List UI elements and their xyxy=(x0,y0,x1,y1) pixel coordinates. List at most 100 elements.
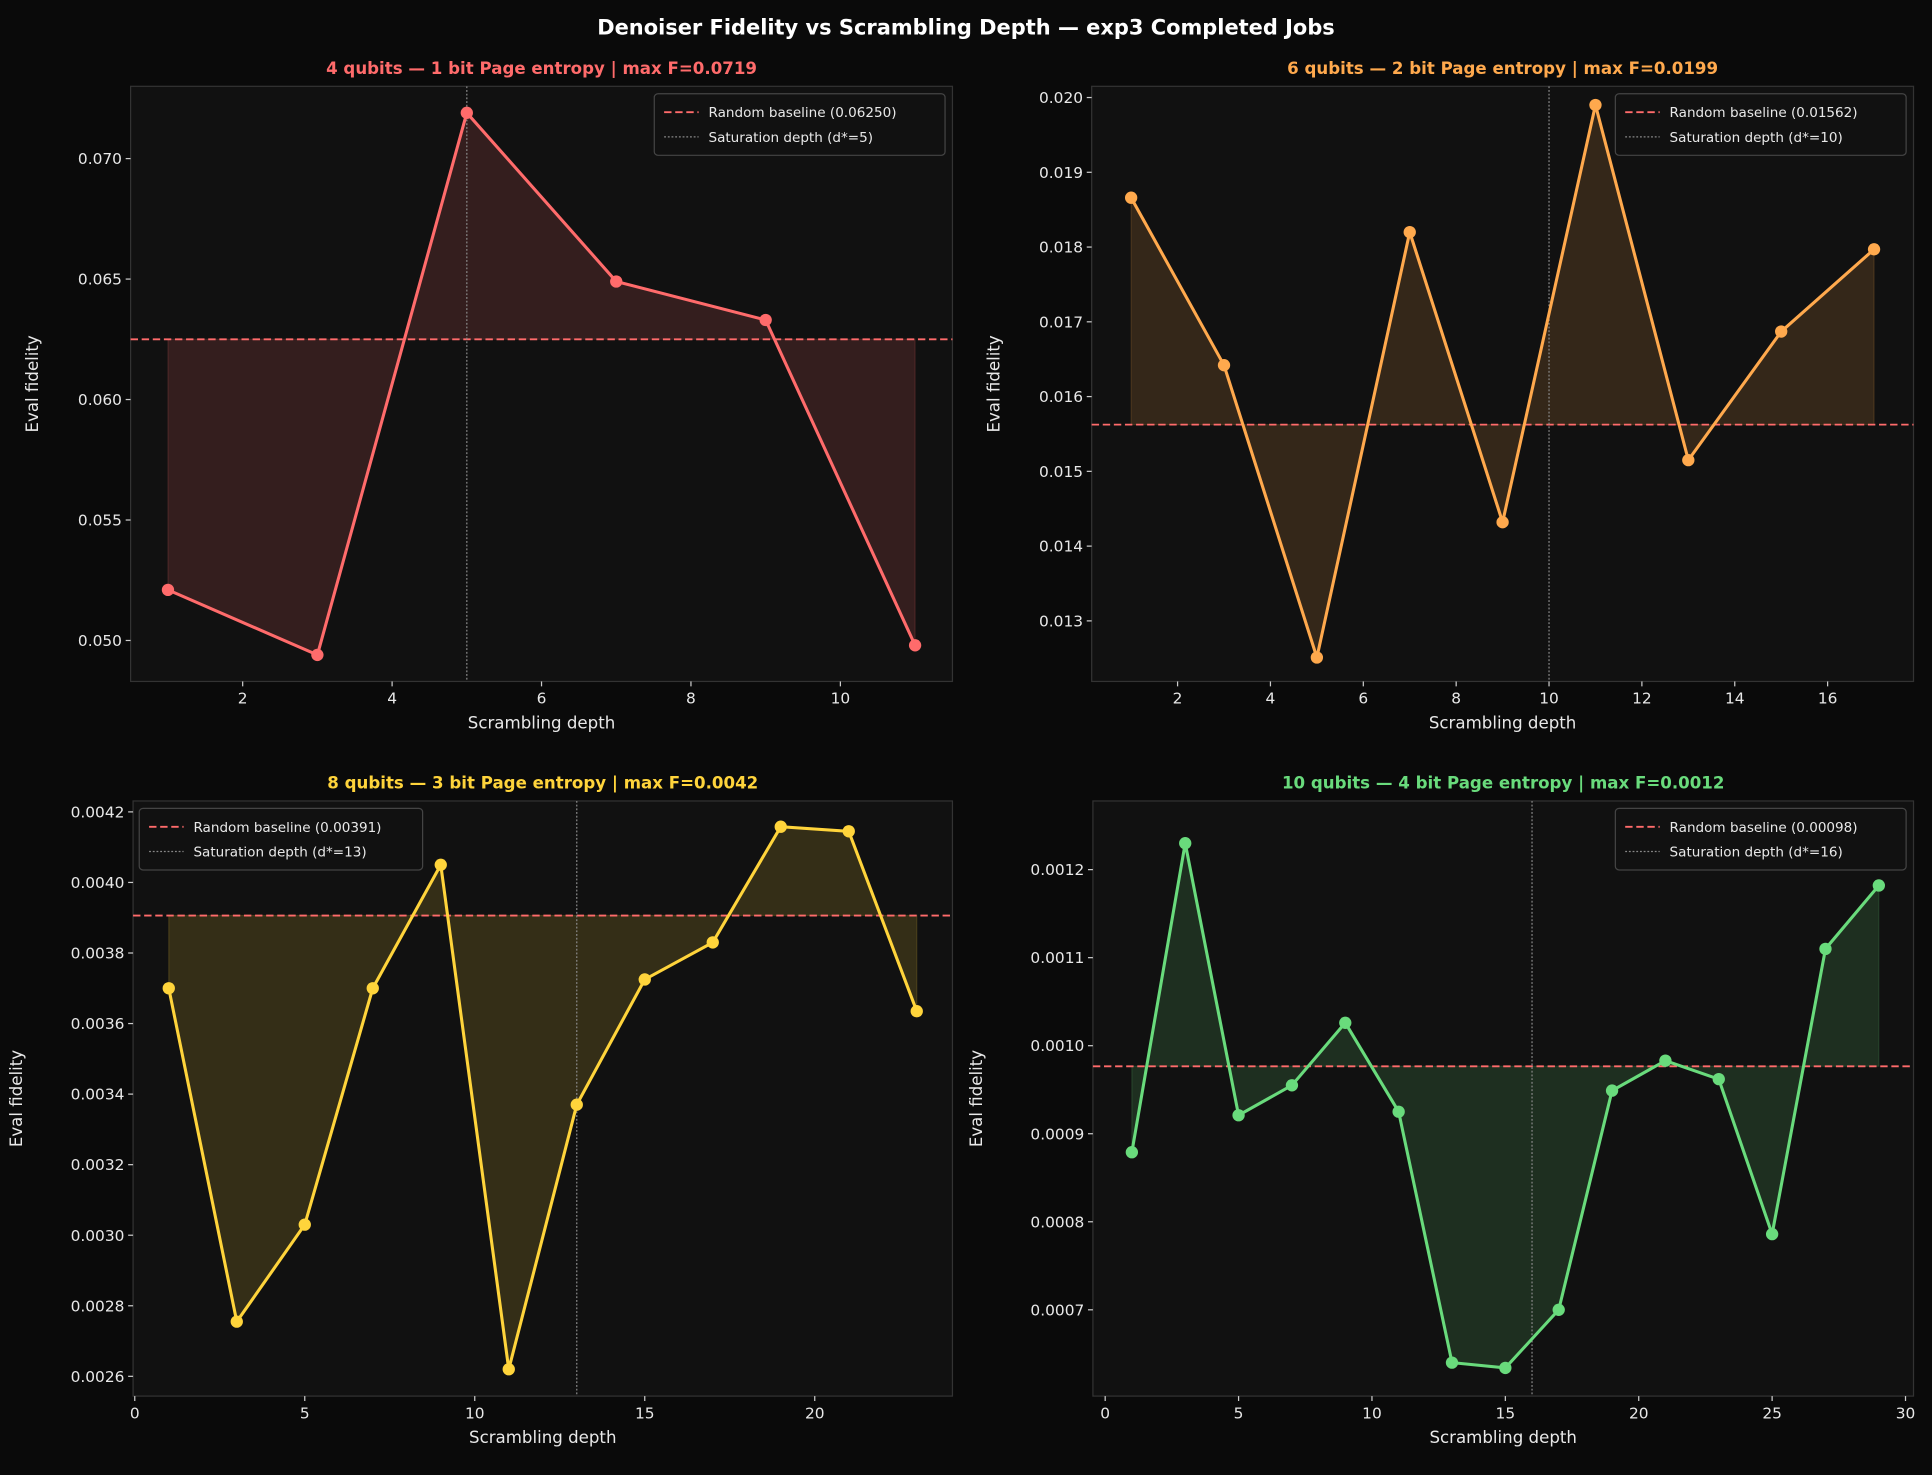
data-point xyxy=(1872,879,1885,892)
x-tick-label: 10 xyxy=(1539,690,1559,708)
x-tick-label: 15 xyxy=(635,1404,655,1422)
subplot-title: 4 qubits — 1 bit Page entropy | max F=0.… xyxy=(326,59,757,79)
y-tick-label: 0.019 xyxy=(1039,164,1083,182)
y-tick-label: 0.0008 xyxy=(1030,1213,1084,1231)
x-tick-label: 20 xyxy=(805,1404,825,1422)
data-point xyxy=(570,1098,583,1111)
y-tick-label: 0.070 xyxy=(78,150,122,168)
legend-baseline-label: Random baseline (0.00391) xyxy=(193,820,381,836)
y-tick-label: 0.050 xyxy=(78,632,122,650)
x-tick-label: 8 xyxy=(1451,690,1461,708)
x-tick-label: 0 xyxy=(1100,1404,1110,1422)
data-point xyxy=(1445,1356,1459,1369)
subplot-title: 10 qubits — 4 bit Page entropy | max F=0… xyxy=(1282,774,1724,794)
x-axis-label: Scrambling depth xyxy=(469,1428,616,1447)
y-tick-label: 0.014 xyxy=(1039,538,1083,556)
data-point xyxy=(610,275,623,288)
y-axis-label: Eval fidelity xyxy=(984,335,1003,432)
x-tick-label: 5 xyxy=(1234,1404,1244,1422)
data-point xyxy=(1217,359,1231,372)
data-point xyxy=(1339,1016,1352,1029)
data-point xyxy=(1589,98,1602,112)
y-tick-label: 0.0009 xyxy=(1030,1125,1084,1143)
y-tick-label: 0.0038 xyxy=(71,945,125,963)
data-point xyxy=(1775,325,1788,338)
y-tick-label: 0.020 xyxy=(1039,89,1083,107)
legend: Random baseline (0.06250) Saturation dept… xyxy=(653,93,946,156)
x-tick-label: 4 xyxy=(387,690,397,708)
x-tick-label: 30 xyxy=(1896,1404,1916,1422)
axes-background xyxy=(1092,800,1915,1397)
x-tick-label: 10 xyxy=(831,690,851,708)
legend-saturation-label: Saturation depth (d*=5) xyxy=(708,130,873,146)
data-point xyxy=(1682,453,1695,467)
y-tick-label: 0.015 xyxy=(1039,463,1083,481)
x-tick-label: 8 xyxy=(686,690,696,708)
subplot-title: 8 qubits — 3 bit Page entropy | max F=0.… xyxy=(327,774,758,794)
data-point xyxy=(1232,1109,1245,1122)
data-point xyxy=(1552,1303,1565,1316)
data-point xyxy=(311,648,324,662)
legend: Random baseline (0.00391) Saturation dept… xyxy=(138,807,424,871)
subplot-2: 2 4 6 8 10 12 14 16 0.013 0.014 0.015 0.016 0.017 0.0… xyxy=(984,59,1915,732)
data-point xyxy=(774,820,787,833)
data-point xyxy=(434,858,447,871)
y-tick-label: 0.0011 xyxy=(1030,949,1084,967)
legend-saturation-label: Saturation depth (d*=10) xyxy=(1670,130,1843,146)
y-tick-label: 0.0030 xyxy=(71,1227,125,1245)
y-tick-label: 0.0010 xyxy=(1030,1037,1084,1055)
axes-background xyxy=(129,85,954,683)
y-axis-label: Eval fidelity xyxy=(967,1050,986,1147)
subplot-title: 6 qubits — 2 bit Page entropy | max F=0.… xyxy=(1287,59,1718,79)
y-tick-label: 0.0040 xyxy=(71,874,125,892)
legend-box xyxy=(138,807,424,871)
data-point xyxy=(1125,1146,1139,1159)
x-tick-label: 2 xyxy=(238,690,248,708)
data-point xyxy=(1124,191,1138,204)
figure-title: Denoiser Fidelity vs Scrambling Depth — … xyxy=(597,16,1335,40)
legend-baseline-label: Random baseline (0.00098) xyxy=(1670,820,1858,836)
x-axis-label: Scrambling depth xyxy=(468,713,615,732)
x-tick-label: 10 xyxy=(465,1404,485,1422)
data-point xyxy=(460,106,473,119)
x-axis-label: Scrambling depth xyxy=(1429,713,1576,732)
data-point xyxy=(1496,516,1509,529)
y-tick-label: 0.0012 xyxy=(1030,861,1084,879)
y-tick-label: 0.013 xyxy=(1039,612,1083,630)
legend: Random baseline (0.01562) Saturation dept… xyxy=(1614,93,1907,156)
data-point xyxy=(638,973,651,986)
y-tick-label: 0.0026 xyxy=(71,1368,125,1386)
y-tick-label: 0.055 xyxy=(78,512,122,530)
data-point xyxy=(502,1363,515,1376)
legend-saturation-label: Saturation depth (d*=13) xyxy=(193,844,366,860)
x-tick-label: 12 xyxy=(1632,690,1652,708)
x-tick-label: 10 xyxy=(1362,1404,1382,1422)
y-tick-label: 0.0034 xyxy=(71,1086,125,1104)
data-point xyxy=(1285,1079,1299,1092)
x-tick-label: 0 xyxy=(130,1404,140,1422)
data-point xyxy=(842,825,855,838)
data-point xyxy=(1867,243,1881,256)
y-tick-label: 0.0036 xyxy=(71,1015,125,1033)
series-line xyxy=(167,109,917,658)
x-tick-label: 6 xyxy=(537,690,547,708)
y-tick-label: 0.018 xyxy=(1039,239,1083,257)
legend-box xyxy=(1614,807,1907,871)
data-point xyxy=(161,583,175,597)
x-tick-label: 4 xyxy=(1266,690,1276,708)
data-point xyxy=(1310,651,1324,664)
x-tick-label: 16 xyxy=(1818,690,1838,708)
data-point xyxy=(759,313,772,327)
subplot-3: 0 5 10 15 20 0.0026 0.0028 0.0030 0.0032 0.0034 0.… xyxy=(7,774,954,1447)
legend-saturation-label: Saturation depth (d*=16) xyxy=(1670,844,1843,860)
series-line xyxy=(167,825,919,1370)
y-axis-label: Eval fidelity xyxy=(23,335,42,432)
data-point xyxy=(1179,837,1192,850)
data-point xyxy=(298,1218,311,1231)
data-point xyxy=(1605,1084,1619,1097)
data-point xyxy=(1712,1072,1725,1086)
data-point xyxy=(706,936,719,949)
legend-baseline-label: Random baseline (0.06250) xyxy=(708,105,896,121)
legend-box xyxy=(653,93,946,156)
x-tick-label: 20 xyxy=(1629,1404,1649,1422)
